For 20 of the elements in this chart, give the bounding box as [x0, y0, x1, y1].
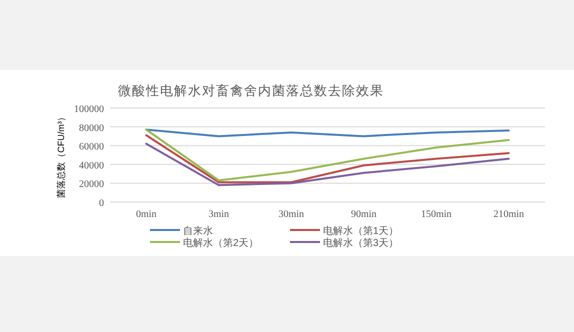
y-tick-label: 100000 [74, 104, 104, 115]
legend-label: 自来水 [183, 225, 213, 237]
x-tick-label: 3min [208, 209, 230, 220]
line-series [145, 128, 510, 138]
y-tick-label: 40000 [79, 160, 104, 172]
y-tick-label: 20000 [79, 179, 104, 190]
y-tick-label: 0 [99, 198, 104, 209]
chart-title: 微酸性电解水对畜禽舍内菌落总数去除效果 [118, 83, 384, 98]
x-tick-label: 0min [136, 209, 157, 220]
legend-label: 电解水（第2天） [183, 237, 259, 249]
y-tick-label: 80000 [79, 122, 104, 134]
x-tick-label: 90min [350, 209, 377, 220]
x-tick-label: 30min [278, 209, 304, 220]
y-tick-label: 60000 [79, 142, 104, 153]
legend-label: 电解水（第3天） [323, 237, 399, 249]
line-series [145, 142, 510, 186]
y-axis-title: 菌落总数（CFU/m³） [56, 112, 66, 198]
x-tick-label: 150min [420, 209, 452, 220]
x-tick-label: 210min [493, 209, 524, 220]
legend-label: 电解水（第1天） [323, 225, 399, 237]
